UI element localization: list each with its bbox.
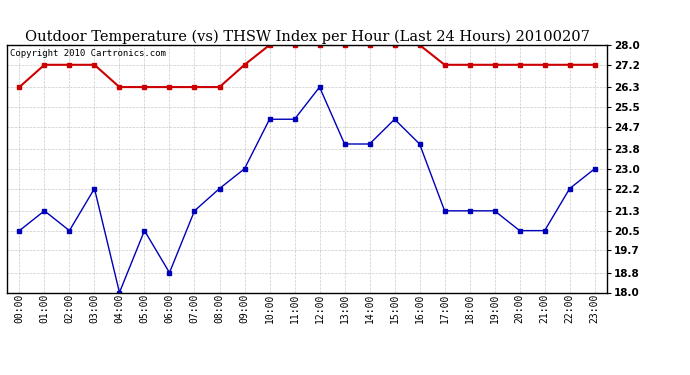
Text: Copyright 2010 Cartronics.com: Copyright 2010 Cartronics.com: [10, 49, 166, 58]
Title: Outdoor Temperature (vs) THSW Index per Hour (Last 24 Hours) 20100207: Outdoor Temperature (vs) THSW Index per …: [25, 30, 589, 44]
